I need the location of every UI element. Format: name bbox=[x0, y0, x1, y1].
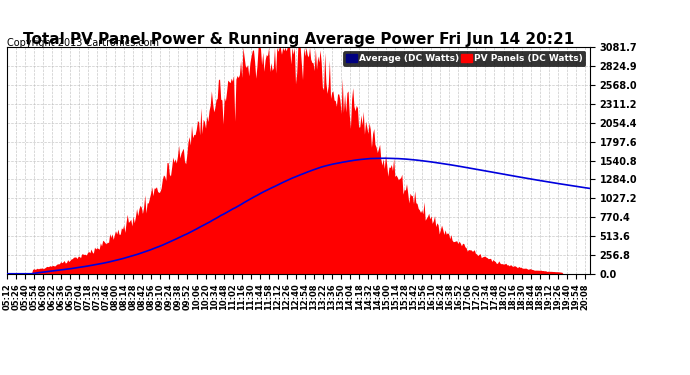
Legend: Average (DC Watts), PV Panels (DC Watts): Average (DC Watts), PV Panels (DC Watts) bbox=[343, 51, 585, 66]
Title: Total PV Panel Power & Running Average Power Fri Jun 14 20:21: Total PV Panel Power & Running Average P… bbox=[23, 32, 574, 47]
Text: Copyright 2013 Cartronics.com: Copyright 2013 Cartronics.com bbox=[8, 38, 159, 48]
